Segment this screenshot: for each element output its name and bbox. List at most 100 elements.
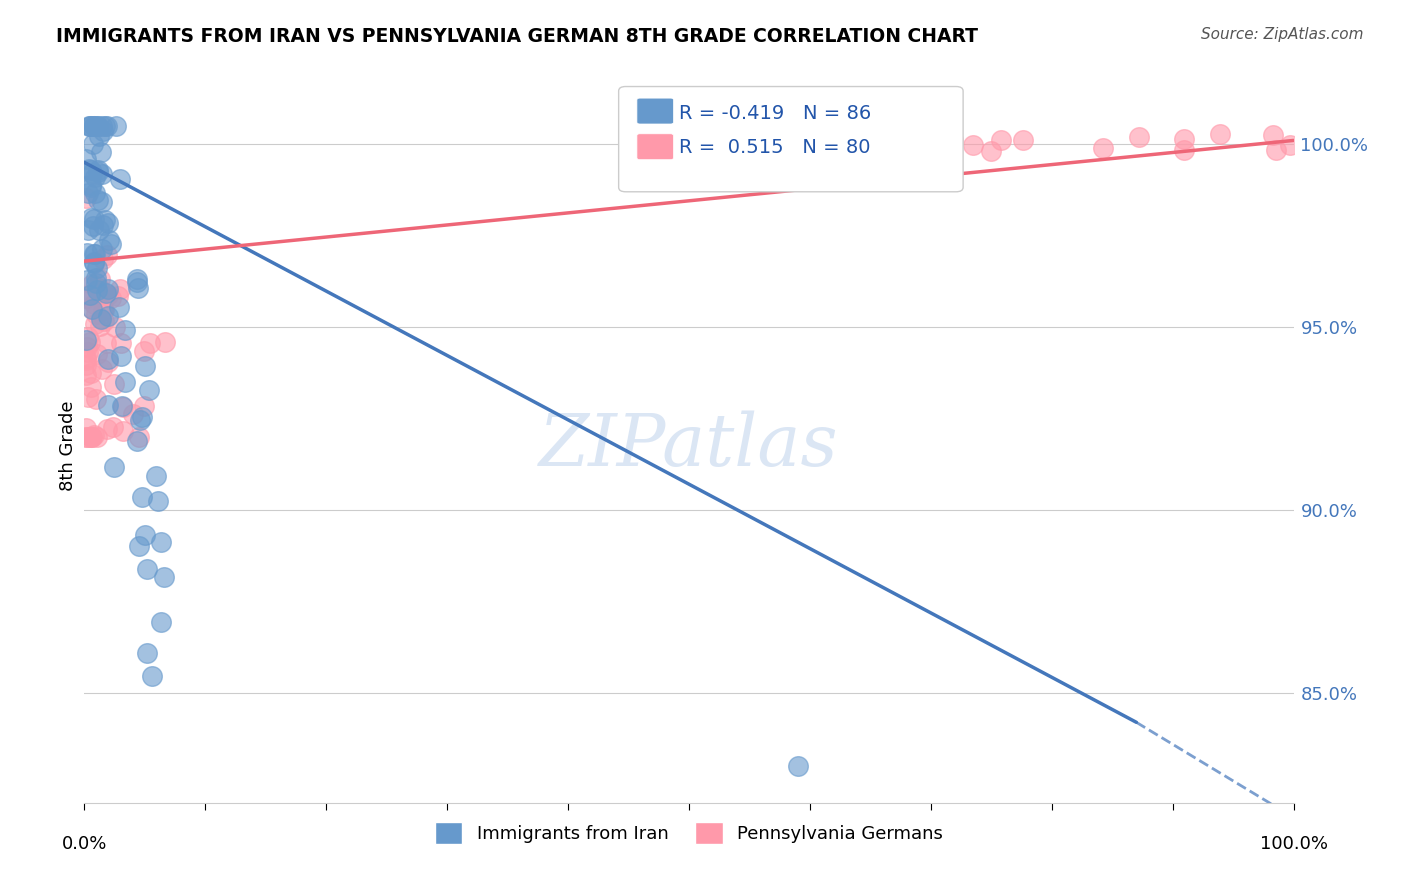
Point: [80, 166, 103, 180]
Point: [1173, 143, 1195, 157]
Point: [91, 303, 114, 318]
Point: [97, 398, 120, 412]
Point: [110, 336, 132, 351]
Point: [134, 528, 156, 542]
Point: [852, 131, 875, 145]
Point: [104, 320, 127, 334]
Point: [80, 277, 103, 291]
Point: [101, 420, 124, 434]
Point: [77, 330, 100, 344]
Point: [80, 211, 103, 226]
Point: [80, 367, 103, 381]
Point: [97, 216, 120, 230]
Point: [86, 430, 108, 444]
Point: [83, 211, 105, 226]
Point: [107, 289, 129, 303]
Point: [1278, 137, 1301, 152]
Point: [75, 333, 97, 347]
Point: [86, 194, 108, 208]
Point: [89, 287, 111, 301]
Point: [89, 282, 111, 296]
Point: [87, 281, 110, 295]
Point: [138, 383, 160, 397]
Point: [75, 352, 97, 367]
Text: Source: ZipAtlas.com: Source: ZipAtlas.com: [1201, 27, 1364, 42]
Point: [77, 186, 100, 200]
Point: [83, 256, 105, 270]
Point: [94, 335, 117, 350]
Point: [79, 334, 101, 349]
Point: [924, 136, 946, 150]
Point: [83, 297, 105, 311]
Point: [83, 119, 105, 133]
Point: [128, 539, 150, 553]
Text: 100.0%: 100.0%: [1260, 835, 1327, 853]
Point: [87, 128, 110, 143]
Point: [146, 493, 169, 508]
Point: [86, 119, 108, 133]
Point: [135, 562, 157, 576]
Point: [75, 430, 97, 444]
Point: [131, 410, 153, 425]
Point: [80, 302, 103, 317]
Point: [103, 459, 125, 474]
Point: [962, 137, 984, 152]
Point: [97, 355, 120, 369]
Point: [100, 237, 122, 252]
Point: [75, 358, 97, 372]
Point: [96, 422, 118, 436]
Point: [75, 368, 97, 382]
Point: [135, 646, 157, 660]
Point: [112, 401, 135, 415]
Point: [91, 195, 114, 210]
Point: [82, 137, 104, 152]
Point: [1173, 131, 1195, 145]
Point: [82, 430, 104, 444]
Point: [76, 430, 98, 444]
Point: [76, 223, 98, 237]
Point: [942, 133, 965, 147]
Point: [83, 246, 105, 260]
Point: [91, 167, 114, 181]
Point: [1128, 130, 1150, 145]
Point: [93, 252, 115, 267]
Point: [91, 124, 114, 138]
Point: [75, 420, 97, 434]
Point: [152, 570, 174, 584]
Point: [110, 349, 132, 363]
Point: [128, 430, 150, 444]
Point: [86, 261, 108, 276]
Point: [125, 272, 148, 286]
Point: [990, 133, 1012, 147]
Point: [76, 245, 98, 260]
Point: [94, 119, 117, 133]
Point: [83, 254, 105, 268]
Point: [93, 219, 115, 233]
Point: [86, 163, 108, 178]
Point: [84, 271, 107, 285]
Point: [77, 390, 100, 404]
Y-axis label: 8th Grade: 8th Grade: [59, 401, 77, 491]
Point: [77, 344, 100, 359]
Point: [90, 311, 112, 326]
Text: R =  0.515   N = 80: R = 0.515 N = 80: [679, 137, 870, 157]
Point: [80, 180, 103, 194]
Point: [103, 376, 125, 391]
Text: 0.0%: 0.0%: [62, 835, 107, 853]
Point: [1264, 143, 1286, 157]
Text: IMMIGRANTS FROM IRAN VS PENNSYLVANIA GERMAN 8TH GRADE CORRELATION CHART: IMMIGRANTS FROM IRAN VS PENNSYLVANIA GER…: [56, 27, 979, 45]
Point: [80, 162, 103, 177]
Point: [1209, 127, 1232, 141]
Point: [149, 615, 172, 629]
Point: [128, 413, 150, 427]
Point: [132, 343, 155, 358]
Point: [77, 119, 100, 133]
Point: [87, 223, 110, 237]
Point: [79, 119, 101, 133]
Point: [91, 119, 114, 133]
Point: [150, 534, 173, 549]
Point: [1092, 141, 1115, 155]
Point: [82, 219, 104, 234]
Point: [83, 170, 105, 185]
Point: [79, 288, 101, 302]
